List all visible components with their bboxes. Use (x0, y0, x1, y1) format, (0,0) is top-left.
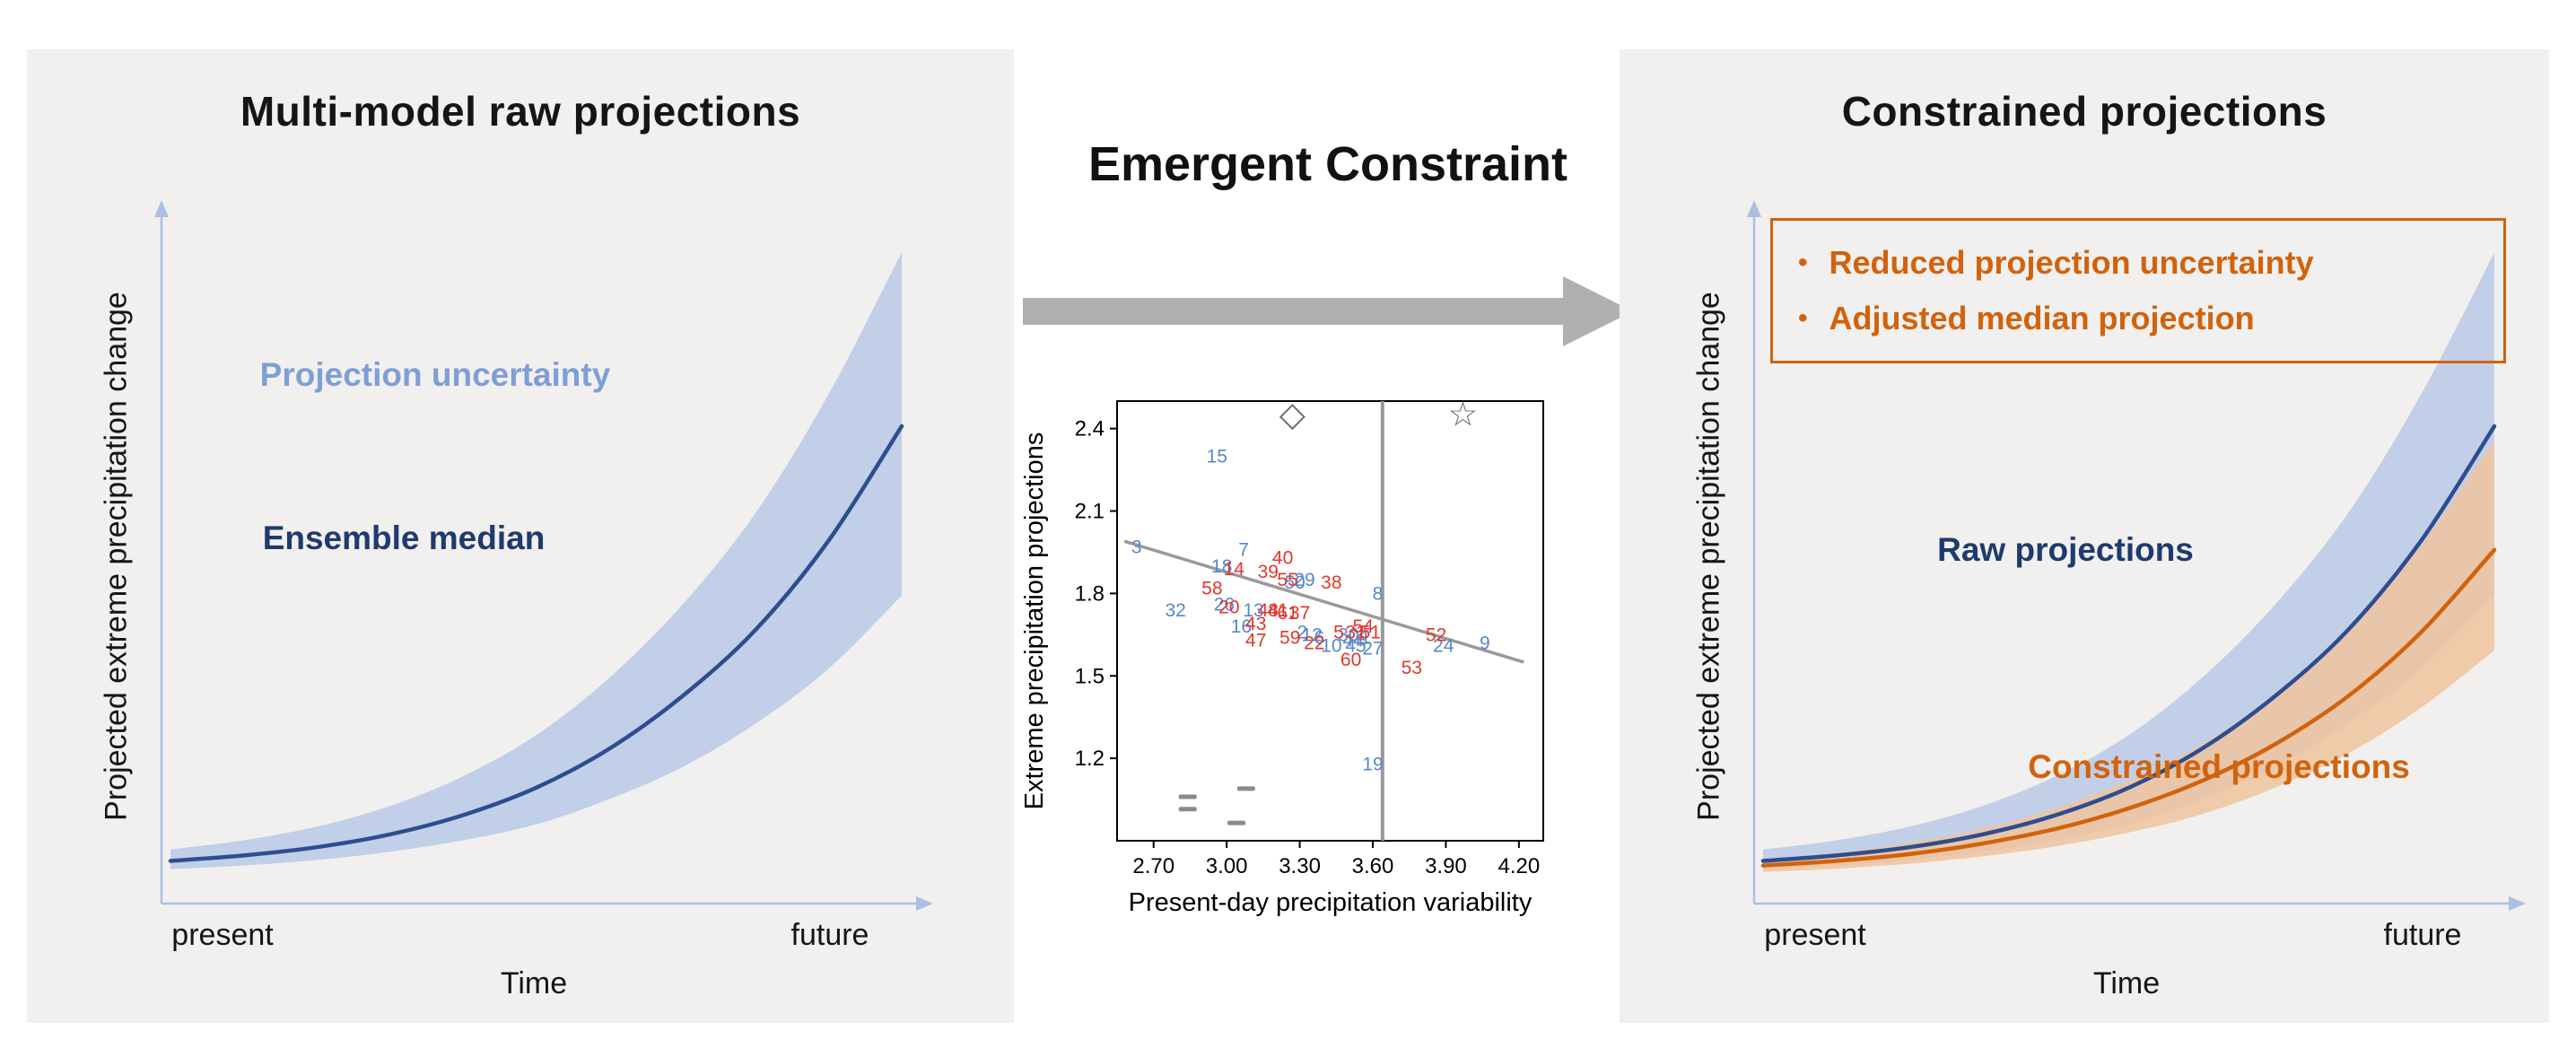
svg-text:53: 53 (1402, 658, 1422, 678)
bullet-icon: • (1798, 303, 1808, 333)
svg-text:13: 13 (1243, 600, 1263, 621)
svg-text:43: 43 (1245, 614, 1266, 634)
svg-text:41: 41 (1267, 600, 1288, 621)
svg-text:3.30: 3.30 (1279, 854, 1321, 878)
svg-text:8: 8 (1373, 583, 1384, 604)
svg-text:40: 40 (1272, 548, 1293, 569)
svg-text:45: 45 (1345, 636, 1366, 657)
right-x-axis-label: Time (2092, 966, 2161, 1000)
svg-text:20: 20 (1218, 598, 1239, 618)
svg-text:29: 29 (1294, 570, 1314, 590)
bullet-reduced-uncertainty: • Reduced projection uncertainty (1798, 244, 2478, 282)
svg-text:Extreme precipitation projecti: Extreme precipitation projections (1020, 432, 1049, 810)
svg-text:10: 10 (1321, 636, 1341, 657)
svg-text:2: 2 (1297, 622, 1307, 642)
svg-text:59: 59 (1279, 627, 1300, 648)
svg-text:48: 48 (1258, 600, 1279, 621)
left-x-tick-future: future (790, 918, 869, 952)
svg-text:51: 51 (1360, 622, 1381, 642)
svg-text:1: 1 (1360, 627, 1371, 648)
svg-text:16: 16 (1231, 616, 1252, 637)
svg-text:44: 44 (1343, 630, 1365, 651)
emergent-constraint-title: Emergent Constraint (1087, 137, 1568, 191)
svg-text:2.70: 2.70 (1132, 854, 1174, 878)
svg-text:30: 30 (1338, 625, 1358, 645)
right-x-tick-present: present (1764, 918, 1866, 952)
arrow-shaft (1023, 298, 1563, 325)
svg-text:6: 6 (1314, 627, 1324, 648)
svg-text:3.00: 3.00 (1206, 854, 1248, 878)
constrained-projections-label: Constrained projections (2028, 748, 2410, 785)
svg-text:3.60: 3.60 (1352, 854, 1394, 878)
svg-text:24: 24 (1433, 636, 1454, 657)
svg-text:9: 9 (1480, 633, 1490, 654)
bullet-text: Adjusted median projection (1829, 300, 2255, 336)
svg-text:1.8: 1.8 (1075, 581, 1105, 606)
svg-text:26: 26 (1214, 595, 1235, 616)
svg-text:19: 19 (1362, 754, 1383, 774)
svg-text:☆: ☆ (1447, 396, 1478, 433)
panel-constrained-projections: Constrained projections • Reduced projec… (1620, 49, 2549, 1023)
svg-text:31: 31 (1345, 622, 1366, 642)
panel-emergent-constraint: Emergent Constraint 2.70 3.00 3.30 3.60 3.90… (1014, 54, 1642, 1023)
svg-text:18: 18 (1211, 556, 1232, 577)
left-x-axis-label: Time (500, 966, 568, 1000)
svg-text:60: 60 (1340, 650, 1361, 670)
svg-text:47: 47 (1245, 630, 1266, 651)
bullet-text: Reduced projection uncertainty (1829, 244, 2314, 281)
svg-text:37: 37 (1289, 603, 1310, 624)
constrained-projections-chart (1747, 200, 2526, 911)
svg-text:54: 54 (1352, 616, 1374, 637)
svg-text:2.1: 2.1 (1075, 500, 1105, 524)
panel-raw-projections: Multi-model raw projections Projected ex… (27, 49, 1014, 1023)
ensemble-median-label: Ensemble median (262, 520, 546, 556)
svg-text:61: 61 (1277, 603, 1297, 624)
svg-text:Present-day precipitation vari: Present-day precipitation variability (1129, 888, 1533, 917)
svg-text:15: 15 (1207, 446, 1227, 467)
right-y-axis-label: Projected extreme precipitation change (1691, 292, 1726, 821)
svg-text:32: 32 (1165, 600, 1185, 621)
svg-text:7: 7 (1238, 539, 1249, 560)
projection-uncertainty-label: Projection uncertainty (259, 356, 611, 393)
scatter-plot: 2.70 3.00 3.30 3.60 3.90 4.20 1.2 1.5 1.8 2.1 2.4 P… (1020, 396, 1544, 917)
svg-text:39: 39 (1258, 562, 1279, 582)
svg-text:3.90: 3.90 (1425, 854, 1467, 878)
left-x-tick-present: present (171, 918, 274, 952)
svg-text:4.20: 4.20 (1498, 854, 1540, 878)
right-arrow-icon (1023, 276, 1633, 346)
svg-text:◇: ◇ (1279, 396, 1306, 433)
svg-text:58: 58 (1201, 578, 1222, 598)
left-y-axis-label: Projected extreme precipitation change (99, 292, 134, 821)
svg-text:55: 55 (1277, 570, 1297, 590)
bullet-icon: • (1798, 248, 1808, 277)
svg-text:50: 50 (1284, 572, 1305, 593)
svg-text:2.4: 2.4 (1075, 417, 1105, 441)
svg-text:52: 52 (1426, 625, 1446, 645)
svg-text:1.2: 1.2 (1075, 747, 1105, 771)
raw-projections-chart (154, 200, 933, 911)
raw-projections-label: Raw projections (1937, 531, 2194, 568)
right-panel-title: Constrained projections (1841, 88, 2327, 135)
bullet-adjusted-median: • Adjusted median projection (1798, 300, 2478, 337)
svg-text:22: 22 (1304, 633, 1324, 654)
svg-text:1.5: 1.5 (1075, 664, 1105, 688)
svg-text:12: 12 (1301, 625, 1322, 645)
svg-text:3: 3 (1131, 537, 1142, 557)
right-x-tick-future: future (2383, 918, 2462, 952)
svg-text:14: 14 (1224, 559, 1245, 580)
svg-text:38: 38 (1321, 572, 1341, 593)
benefits-box: • Reduced projection uncertainty • Adjus… (1770, 218, 2506, 363)
left-panel-title: Multi-model raw projections (240, 88, 801, 135)
svg-text:27: 27 (1362, 639, 1383, 660)
svg-text:5: 5 (1333, 622, 1344, 642)
